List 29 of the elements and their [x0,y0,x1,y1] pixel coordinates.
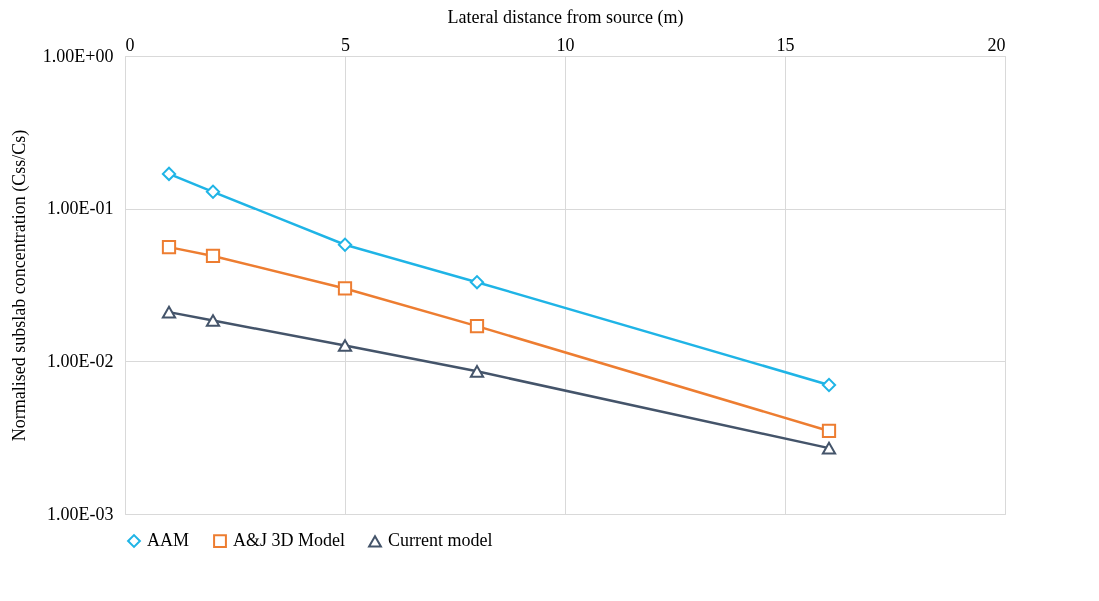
point [469,319,485,334]
point [337,339,353,352]
point [821,377,837,393]
point [469,275,485,290]
x-tick-label: 10 [556,34,575,55]
x-tick-label: 5 [341,34,350,55]
point [821,423,837,439]
point [161,239,177,255]
x-axis-title: Lateral distance from source (m) [447,6,684,28]
point [205,248,221,264]
point [161,305,177,319]
point [337,237,353,252]
point [161,166,177,181]
point [821,441,837,455]
y-tick-label: 1.00E-01 [47,198,114,219]
legend-label: A&J 3D Model [233,530,345,551]
point [205,314,221,327]
point [469,365,485,378]
y-tick-label: 1.00E-02 [47,350,114,371]
y-tick-label: 1.00E-03 [47,503,114,524]
y-axis-title: Normalised subslab concentration (Css/Cs) [8,129,30,442]
legend-label: AAM [147,530,190,551]
point [337,281,353,296]
y-tick-label: 1.00E+00 [42,45,114,66]
point [205,184,221,199]
legend-label: Current model [388,530,493,551]
x-tick-label: 15 [776,34,795,55]
x-tick-label: 20 [987,34,1006,55]
x-tick-label: 0 [125,34,135,55]
